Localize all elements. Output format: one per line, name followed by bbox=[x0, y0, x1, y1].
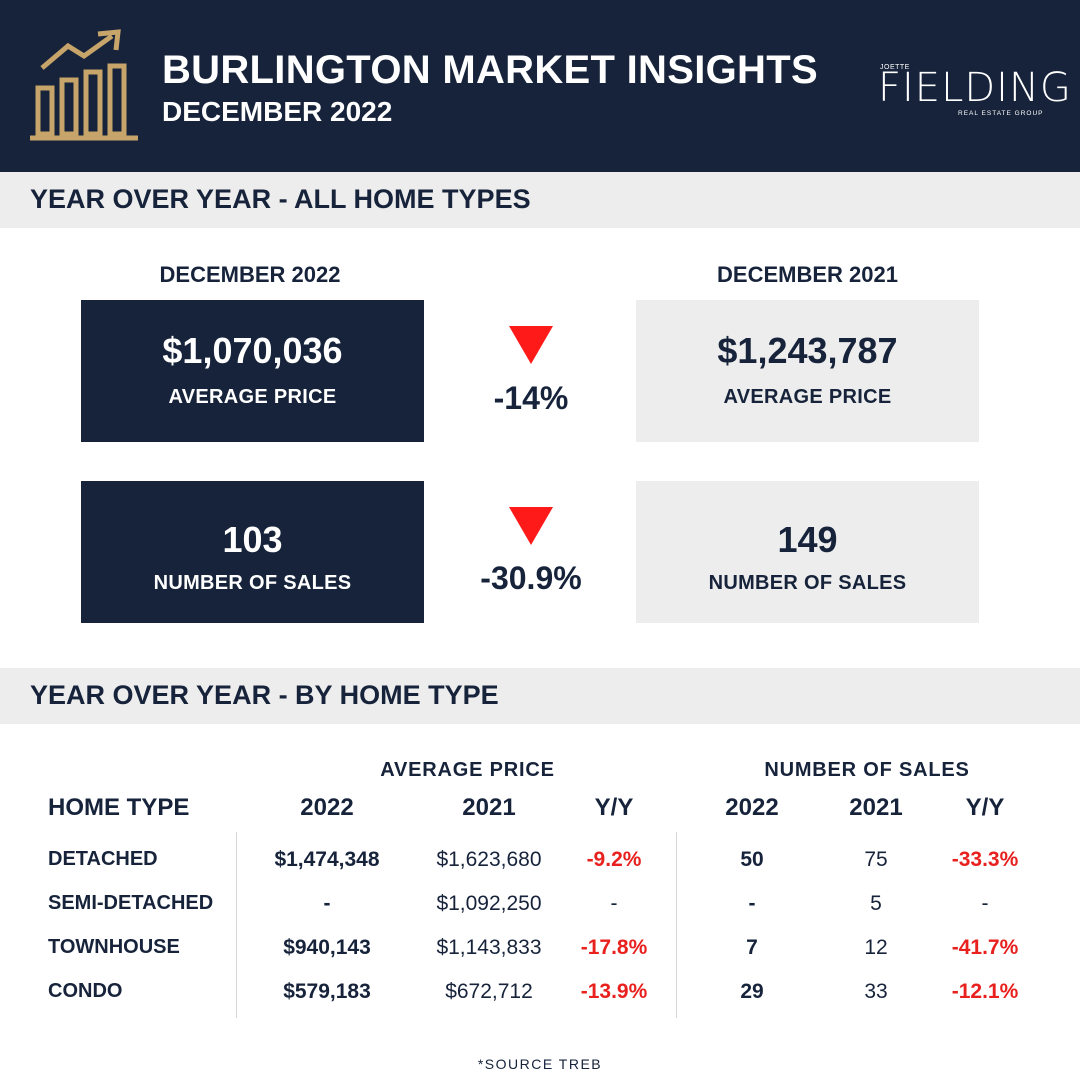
sales-current-label: NUMBER OF SALES bbox=[153, 572, 352, 594]
down-arrow-icon bbox=[509, 507, 553, 545]
page-subtitle: DECEMBER 2022 bbox=[162, 96, 393, 127]
sales-previous-label: NUMBER OF SALES bbox=[708, 572, 907, 594]
sales-2021-cell: 12 bbox=[864, 936, 888, 959]
sales-yy-cell: - bbox=[981, 892, 989, 915]
sales-yy-cell: -12.1% bbox=[951, 980, 1019, 1003]
sales-change: -30.9% bbox=[480, 560, 582, 596]
price-yy-cell: -17.8% bbox=[580, 936, 648, 959]
group-header-num-sales: NUMBER OF SALES bbox=[764, 759, 970, 781]
avg-price-previous-label: AVERAGE PRICE bbox=[723, 386, 892, 408]
avg-price-current-card: $1,070,036 AVERAGE PRICE bbox=[81, 300, 424, 442]
sales-2022-cell: 29 bbox=[740, 980, 764, 1003]
sales-yy-cell: -33.3% bbox=[951, 848, 1019, 871]
avg-price-previous-value: $1,243,787 bbox=[717, 330, 898, 371]
brand-logo-main: FIELDING bbox=[878, 65, 1072, 111]
header: BURLINGTON MARKET INSIGHTS DECEMBER 2022… bbox=[0, 0, 1080, 172]
col-header-sales-yy: Y/Y bbox=[965, 794, 1005, 821]
sales-current-value: 103 bbox=[222, 519, 283, 560]
avg-price-previous-card: $1,243,787 AVERAGE PRICE bbox=[636, 300, 979, 442]
brand-logo: JOETTE FIELDING REAL ESTATE GROUP bbox=[878, 62, 1071, 122]
avg-price-current-value: $1,070,036 bbox=[162, 330, 343, 371]
sales-2022-cell: - bbox=[748, 892, 756, 915]
home-type-cell: DETACHED bbox=[48, 848, 158, 870]
page-title: BURLINGTON MARKET INSIGHTS bbox=[162, 48, 818, 92]
section-all-types-bar: YEAR OVER YEAR - ALL HOME TYPES bbox=[0, 172, 1080, 228]
bar-chart-trend-icon bbox=[30, 29, 138, 141]
home-type-cell: CONDO bbox=[48, 980, 123, 1002]
col-header-sales-2022: 2022 bbox=[725, 794, 779, 821]
price-2022-cell: $579,183 bbox=[283, 980, 371, 1003]
price-yy-cell: -9.2% bbox=[586, 848, 642, 871]
sales-2021-cell: 5 bbox=[870, 892, 882, 915]
brand-logo-sub: REAL ESTATE GROUP bbox=[958, 110, 1044, 117]
section-all-types-title: YEAR OVER YEAR - ALL HOME TYPES bbox=[30, 184, 531, 214]
price-yy-cell: -13.9% bbox=[580, 980, 648, 1003]
col-header-sales-2021: 2021 bbox=[849, 794, 903, 821]
price-yy-cell: - bbox=[610, 892, 618, 915]
avg-price-change: -14% bbox=[493, 380, 569, 416]
column-divider bbox=[236, 832, 237, 1018]
current-period-label: DECEMBER 2022 bbox=[159, 262, 341, 287]
sales-yy-cell: -41.7% bbox=[951, 936, 1019, 959]
section-by-type-title: YEAR OVER YEAR - BY HOME TYPE bbox=[30, 680, 499, 710]
sales-current-card: 103 NUMBER OF SALES bbox=[81, 481, 424, 623]
avg-price-current-label: AVERAGE PRICE bbox=[168, 386, 337, 408]
sales-2022-cell: 7 bbox=[746, 936, 758, 959]
brand-logo-top: JOETTE bbox=[880, 64, 910, 71]
sales-2021-cell: 33 bbox=[864, 980, 888, 1003]
group-header-avg-price: AVERAGE PRICE bbox=[380, 759, 555, 781]
col-header-price-2021: 2021 bbox=[462, 794, 516, 821]
price-2021-cell: $1,092,250 bbox=[436, 892, 542, 915]
col-header-price-2022: 2022 bbox=[300, 794, 354, 821]
previous-period-label: DECEMBER 2021 bbox=[717, 262, 898, 287]
sales-previous-value: 149 bbox=[777, 519, 838, 560]
section-by-type-bar: YEAR OVER YEAR - BY HOME TYPE bbox=[0, 668, 1080, 724]
price-2022-cell: $940,143 bbox=[283, 936, 371, 959]
price-2022-cell: $1,474,348 bbox=[274, 848, 380, 871]
home-type-cell: TOWNHOUSE bbox=[48, 936, 180, 958]
price-2021-cell: $672,712 bbox=[445, 980, 533, 1003]
col-header-home-type: HOME TYPE bbox=[48, 794, 190, 821]
source-note: *SOURCE TREB bbox=[477, 1056, 603, 1072]
col-header-price-yy: Y/Y bbox=[594, 794, 634, 821]
down-arrow-icon bbox=[509, 326, 553, 364]
sales-2021-cell: 75 bbox=[864, 848, 888, 871]
sales-previous-card: 149 NUMBER OF SALES bbox=[636, 481, 979, 623]
column-divider bbox=[676, 832, 677, 1018]
price-2022-cell: - bbox=[323, 892, 331, 915]
sales-2022-cell: 50 bbox=[740, 848, 764, 871]
home-type-cell: SEMI-DETACHED bbox=[48, 892, 214, 914]
price-2021-cell: $1,143,833 bbox=[436, 936, 542, 959]
price-2021-cell: $1,623,680 bbox=[436, 848, 542, 871]
